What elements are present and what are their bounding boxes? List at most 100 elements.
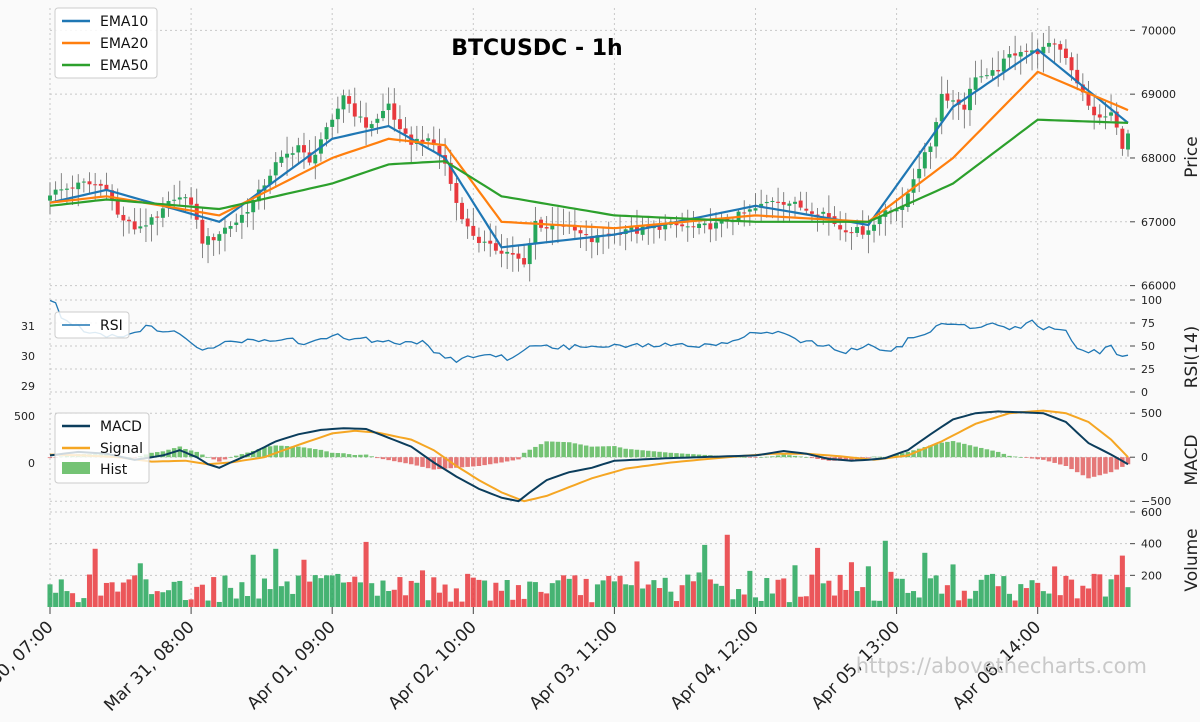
candle-body-down bbox=[826, 213, 831, 218]
candle-body-up bbox=[979, 76, 984, 78]
rsi-tick-label: 0 bbox=[1141, 386, 1148, 399]
candle-body-down bbox=[691, 226, 696, 228]
macd-hist-bar-pos bbox=[538, 444, 544, 458]
volume-bar-down bbox=[583, 578, 589, 607]
ema-line-ema50 bbox=[49, 118, 1129, 223]
volume-bar-up bbox=[566, 578, 572, 607]
macd-hist-bar-pos bbox=[290, 446, 295, 458]
candle-body-up bbox=[482, 241, 487, 243]
candle-body-down bbox=[431, 139, 436, 145]
macd-hist-bar-pos bbox=[668, 452, 674, 458]
candle-body-up bbox=[595, 235, 600, 243]
volume-bar-up bbox=[369, 583, 375, 607]
volume-bar-up bbox=[916, 597, 922, 607]
macd-hist-bar-pos bbox=[307, 448, 312, 458]
volume-bar-up bbox=[719, 585, 725, 607]
candle-body-up bbox=[160, 208, 165, 218]
candle-body-up bbox=[290, 153, 295, 155]
candle-body-up bbox=[968, 88, 972, 111]
candle-body-down bbox=[742, 212, 747, 214]
volume-bar-down bbox=[448, 601, 454, 607]
volume-bar-down bbox=[346, 582, 352, 607]
legend-label-signal: Signal bbox=[100, 441, 143, 457]
volume-bar-down bbox=[408, 580, 414, 607]
candle-body-down bbox=[493, 243, 498, 251]
candle-body-up bbox=[702, 223, 707, 226]
candle-body-down bbox=[352, 103, 357, 117]
candle-body-up bbox=[951, 100, 956, 102]
x-tick-label: Apr 04, 12:00 bbox=[667, 617, 763, 713]
macd-hist-bar-neg bbox=[380, 457, 386, 460]
volume-bar-down bbox=[617, 575, 623, 607]
macd-hist-bar-neg bbox=[217, 457, 222, 462]
candle-body-up bbox=[313, 154, 318, 164]
macd-hist-bar-neg bbox=[386, 457, 391, 461]
candle-body-up bbox=[239, 214, 244, 223]
volume-bar-down bbox=[132, 575, 138, 607]
candle-body-up bbox=[527, 243, 532, 265]
candle-body-down bbox=[809, 211, 814, 214]
macd-hist-bar-pos bbox=[956, 442, 961, 458]
candle-body-down bbox=[302, 145, 306, 153]
volume-bar-up bbox=[58, 579, 64, 607]
macd-hist-bar-neg bbox=[1114, 457, 1119, 470]
candle-body-down bbox=[1080, 84, 1085, 93]
volume-bar-down bbox=[307, 581, 313, 607]
macd-hist-bar-pos bbox=[177, 446, 183, 458]
price-tick-label: 69000 bbox=[1141, 88, 1176, 101]
candle-body-down bbox=[87, 181, 92, 185]
marks-layer bbox=[47, 25, 1131, 607]
candle-body-up bbox=[222, 227, 227, 234]
volume-bar-down bbox=[363, 541, 369, 607]
candle-body-up bbox=[183, 197, 188, 199]
candle-body-up bbox=[821, 211, 826, 214]
price-tick-label: 66000 bbox=[1141, 280, 1176, 293]
candle-body-up bbox=[877, 217, 882, 225]
candle-body-down bbox=[680, 224, 685, 227]
candle-body-up bbox=[251, 199, 256, 213]
macd-axis-label: MACD bbox=[1182, 435, 1200, 486]
volume-bar-down bbox=[70, 593, 76, 607]
volume-bar-down bbox=[92, 548, 98, 607]
macd-hist-bar-pos bbox=[583, 445, 589, 458]
volume-bar-up bbox=[504, 580, 510, 607]
macd-hist-bar-pos bbox=[984, 449, 990, 458]
volume-bar-up bbox=[177, 580, 183, 607]
rsi-tick-label: 75 bbox=[1141, 317, 1155, 330]
macd-hist-bar-pos bbox=[933, 444, 939, 458]
volume-bar-up bbox=[278, 586, 284, 607]
candle-body-up bbox=[793, 201, 797, 204]
macd-hist-bar-pos bbox=[798, 456, 803, 458]
volume-bar-up bbox=[239, 582, 245, 607]
candle-body-down bbox=[1024, 50, 1029, 52]
candle-body-down bbox=[454, 183, 459, 203]
volume-bar-down bbox=[453, 588, 459, 607]
volume-bar-up bbox=[245, 595, 251, 607]
macd-hist-bar-pos bbox=[877, 456, 882, 458]
candle-body-up bbox=[934, 122, 939, 147]
candle-body-down bbox=[70, 187, 75, 189]
volume-bar-up bbox=[137, 563, 143, 607]
macd-hist-bar-neg bbox=[1052, 457, 1057, 463]
candle-body-up bbox=[1109, 112, 1114, 116]
volume-bar-up bbox=[374, 595, 380, 607]
price-legend-box bbox=[54, 7, 158, 79]
volume-bar-up bbox=[730, 599, 736, 607]
volume-bar-up bbox=[295, 575, 301, 607]
candle-body-down bbox=[1052, 43, 1057, 45]
volume-bar-down bbox=[538, 591, 544, 607]
candle-body-down bbox=[860, 226, 865, 235]
candle-body-down bbox=[804, 208, 809, 211]
macd-hist-bar-neg bbox=[1058, 457, 1063, 465]
axes-layer: 66000 67000 68000 69000 70000 0 25 50 75 100 −500 0… bbox=[0, 24, 1176, 715]
volume-bar-up bbox=[702, 544, 708, 607]
macd-hist-bar-pos bbox=[318, 449, 324, 458]
volume-bar-down bbox=[1063, 575, 1069, 607]
candle-body-down bbox=[544, 227, 549, 229]
volume-bar-up bbox=[81, 598, 87, 607]
volume-bar-down bbox=[86, 574, 93, 607]
legend-label-macd: MACD bbox=[100, 419, 142, 435]
volume-bar-up bbox=[414, 582, 420, 607]
volume-bar-down bbox=[498, 590, 505, 607]
candle-body-up bbox=[550, 224, 555, 230]
